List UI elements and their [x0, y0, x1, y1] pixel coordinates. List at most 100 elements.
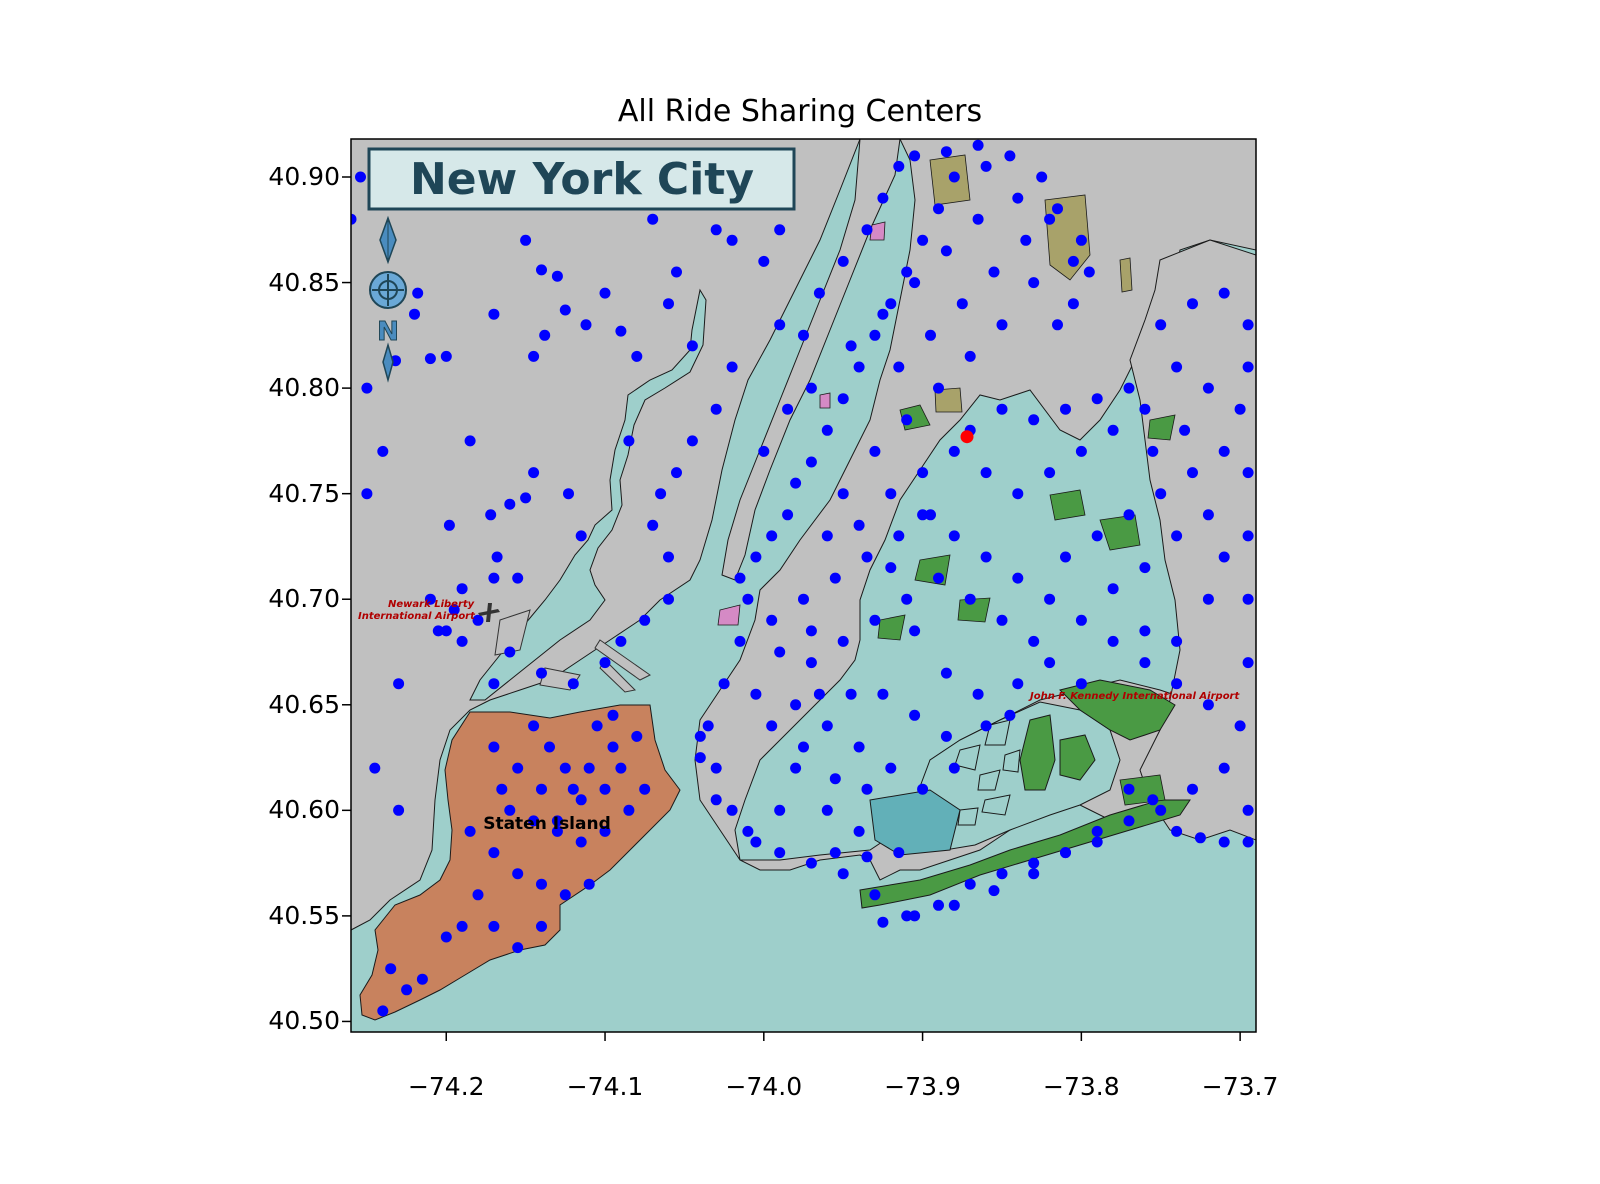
ride-center-point [694, 752, 706, 764]
staten-island [359, 704, 681, 1021]
ride-center-point [583, 878, 595, 890]
ride-center-point [829, 572, 841, 584]
ride-center-point [710, 224, 722, 236]
ride-center-point [917, 783, 929, 795]
ride-center-point [536, 264, 547, 276]
ride-center-point [1155, 804, 1167, 816]
ride-center-point [1060, 403, 1071, 415]
ride-center-point [631, 350, 643, 362]
ride-center-point [559, 762, 571, 774]
ride-center-point [845, 688, 857, 700]
ride-center-point [663, 593, 674, 605]
ride-center-point [933, 382, 944, 394]
airplane-icon [478, 603, 500, 622]
ride-center-point [1242, 530, 1254, 542]
manhattan [721, 139, 901, 581]
ride-center-point [980, 467, 992, 479]
ride-center-point [440, 350, 452, 362]
ride-center-point [837, 393, 849, 405]
ride-center-point [393, 804, 405, 816]
ride-center-point [1091, 836, 1103, 848]
ride-center-point [1202, 699, 1214, 711]
ride-center-point [599, 783, 611, 795]
ride-center-point [1012, 192, 1024, 204]
ride-center-point [1218, 445, 1230, 457]
ride-center-point [1044, 593, 1056, 605]
ride-center-point [671, 467, 682, 479]
ride-center-point [964, 878, 976, 890]
scatter-points [351, 139, 1254, 1017]
ride-center-point [1194, 832, 1206, 844]
ride-center-point [972, 213, 984, 225]
ride-center-point [877, 192, 889, 204]
ride-center-point [774, 646, 786, 658]
ride-center-point [1123, 509, 1135, 521]
ride-center-point [766, 720, 778, 732]
ride-center-point [443, 519, 455, 531]
ride-center-point [424, 593, 436, 605]
jfk-label: John F. Kennedy International Airport [1028, 691, 1240, 702]
pink-areas [717, 221, 886, 626]
ride-center-point [551, 270, 563, 282]
ride-center-point [1012, 572, 1024, 584]
ride-center-point [980, 160, 992, 172]
ride-center-point [790, 699, 802, 711]
ride-center-point [512, 762, 524, 774]
ride-center-point [361, 488, 373, 500]
ride-center-point [464, 435, 476, 447]
ride-center-point [520, 492, 532, 504]
ride-center-point [885, 762, 897, 774]
ride-center-point [901, 910, 913, 922]
ride-center-point [774, 847, 786, 859]
ride-center-point [544, 741, 555, 753]
ride-center-point [774, 804, 786, 816]
ride-center-point [1091, 393, 1103, 405]
ride-center-point [1155, 319, 1167, 331]
y-tick-label: 40.70 [268, 584, 340, 614]
jfk-airport [1059, 679, 1176, 741]
ride-center-point [901, 266, 913, 278]
ride-center-point [591, 720, 603, 732]
ride-center-point [766, 614, 778, 626]
ride-center-point [1242, 657, 1254, 669]
ride-center-point [1052, 203, 1063, 215]
ride-center-point [821, 804, 833, 816]
ride-center-point [1004, 709, 1016, 721]
ride-center-point [956, 298, 968, 310]
ride-center-point [1123, 783, 1135, 795]
ride-center-point [996, 868, 1008, 880]
inset-title: New York City [410, 154, 754, 205]
ride-center-point [488, 678, 500, 690]
ride-center-point [615, 325, 627, 337]
ride-center-point [631, 730, 643, 742]
ride-center-point [702, 720, 714, 732]
x-tick-marks [445, 1032, 1241, 1041]
ride-center-point [623, 804, 635, 816]
ride-center-point [1091, 825, 1103, 837]
ride-center-point [456, 635, 468, 647]
ride-center-point [1052, 319, 1063, 331]
ride-center-point [1171, 635, 1183, 647]
ride-center-point [1218, 551, 1230, 563]
ride-center-point [694, 730, 706, 742]
ride-center-point [885, 298, 897, 310]
ride-center-point [805, 857, 817, 869]
ride-center-point [639, 614, 651, 626]
ride-center-point [805, 657, 817, 669]
ride-center-point [885, 562, 897, 574]
ride-center-point [1171, 825, 1183, 837]
ride-center-point [940, 667, 952, 679]
ride-center-point [1171, 530, 1183, 542]
ride-center-point [377, 1005, 389, 1017]
ride-center-point [877, 688, 889, 700]
ride-center-point [869, 614, 881, 626]
ride-center-point [1067, 255, 1079, 267]
ride-center-point [504, 498, 516, 510]
ride-center-point [485, 509, 497, 521]
rockaway-peninsula [859, 799, 1191, 909]
ride-center-point [988, 885, 1000, 897]
jamaica-bay-park [1019, 714, 1056, 791]
ride-center-point [575, 530, 587, 542]
ride-center-point [1202, 593, 1214, 605]
ride-center-point [536, 667, 547, 679]
